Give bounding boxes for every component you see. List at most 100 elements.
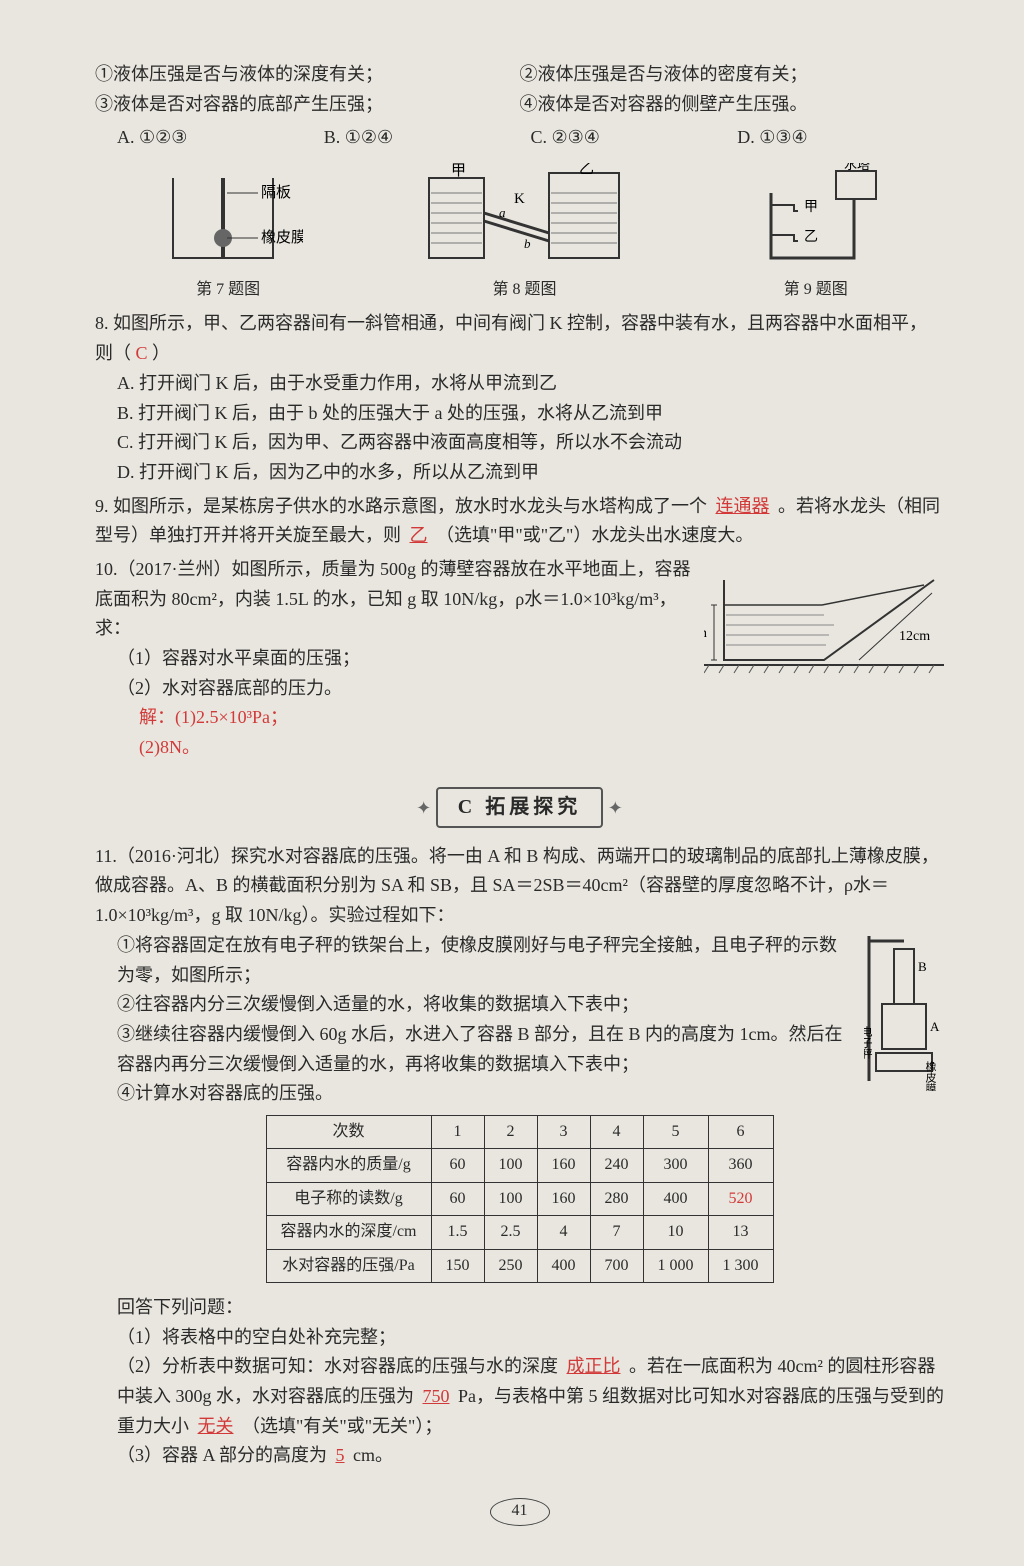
svg-text:隔板: 隔板 xyxy=(261,183,291,201)
q11-step3: ③继续往容器内缓慢倒入 60g 水后，水进入了容器 B 部分，且在 B 内的高度… xyxy=(117,1020,944,1079)
q9-ans1: 连通器 xyxy=(712,496,774,516)
q7-statements: ①液体压强是否与液体的深度有关； ②液体压强是否与液体的密度有关； ③液体是否对… xyxy=(95,60,944,119)
q11-stem: 11.（2016·河北）探究水对容器底的压强。将一由 A 和 B 构成、两端开口… xyxy=(95,842,944,931)
cell: 13 xyxy=(708,1216,773,1249)
figure-8: 甲 乙 K a b 第 8 题图 xyxy=(419,163,629,303)
cell: 400 xyxy=(537,1249,590,1282)
row1-label: 电子称的读数/g xyxy=(266,1182,431,1215)
cell: 150 xyxy=(431,1249,484,1282)
svg-text:橡皮膜: 橡皮膜 xyxy=(261,229,303,246)
q11-figure: B A 电子秤 橡皮膜 xyxy=(864,931,944,1101)
q8-stem-end: ） xyxy=(152,343,170,363)
q11-step1: ①将容器固定在放有电子秤的铁架台上，使橡皮膜刚好与电子秤完全接触，且电子秤的示数… xyxy=(117,931,944,990)
figure-7: 隔板 橡皮膜 第 7 题图 xyxy=(153,163,303,303)
q8-opt-a: A. 打开阀门 K 后，由于水受重力作用，水将从甲流到乙 xyxy=(117,369,944,399)
q11-sq3a: （3）容器 A 部分的高度为 xyxy=(117,1445,327,1465)
q10-solution: 解：(1)2.5×10³Pa； xyxy=(139,703,944,733)
cell: 240 xyxy=(590,1149,643,1182)
q8-opt-b: B. 打开阀门 K 后，由于 b 处的压强大于 a 处的压强，水将从乙流到甲 xyxy=(117,399,944,429)
th-0: 次数 xyxy=(266,1115,431,1148)
svg-text:电子秤: 电子秤 xyxy=(864,1026,873,1060)
cell: 7 xyxy=(590,1216,643,1249)
q11-followup: 回答下列问题： xyxy=(117,1293,944,1323)
q10-sol1: (1)2.5×10³Pa； xyxy=(175,707,288,727)
q7-opt-b: B. ①②④ xyxy=(324,123,531,153)
q11-sq3b: cm。 xyxy=(353,1445,393,1465)
page-number-value: 41 xyxy=(490,1498,550,1526)
fig8-label: 第 8 题图 xyxy=(492,277,556,303)
question-8: 8. 如图所示，甲、乙两容器间有一斜管相通，中间有阀门 K 控制，容器中装有水，… xyxy=(95,309,944,487)
q10-figure: 10cm 12cm xyxy=(704,555,944,695)
q7-opt-c: C. ②③④ xyxy=(531,123,738,153)
th-5: 5 xyxy=(643,1115,708,1148)
q7-line-1: ①液体压强是否与液体的深度有关； xyxy=(95,60,520,90)
fig7-label: 第 7 题图 xyxy=(196,277,260,303)
th-4: 4 xyxy=(590,1115,643,1148)
cell: 400 xyxy=(643,1182,708,1215)
cell: 100 xyxy=(484,1149,537,1182)
cell: 10 xyxy=(643,1216,708,1249)
svg-text:K: K xyxy=(514,191,525,207)
q11-step2: ②往容器内分三次缓慢倒入适量的水，将收集的数据填入下表中； xyxy=(117,990,944,1020)
svg-text:甲: 甲 xyxy=(451,163,466,179)
svg-text:10cm: 10cm xyxy=(704,626,707,641)
section-c-header: ✦ C 拓展探究 ✦ xyxy=(95,787,944,828)
cell: 300 xyxy=(643,1149,708,1182)
th-1: 1 xyxy=(431,1115,484,1148)
cell: 1.5 xyxy=(431,1216,484,1249)
q9-p1: 9. 如图所示，是某栋房子供水的水路示意图，放水时水龙头与水塔构成了一个 xyxy=(95,496,707,516)
table-row: 电子称的读数/g 60 100 160 280 400 520 xyxy=(266,1182,773,1215)
cell: 100 xyxy=(484,1182,537,1215)
cell: 60 xyxy=(431,1149,484,1182)
q7-line-4: ④液体是否对容器的侧壁产生压强。 xyxy=(520,90,945,120)
q8-opt-c: C. 打开阀门 K 后，因为甲、乙两容器中液面高度相等，所以水不会流动 xyxy=(117,428,944,458)
cell: 280 xyxy=(590,1182,643,1215)
q8-stem: 8. 如图所示，甲、乙两容器间有一斜管相通，中间有阀门 K 控制，容器中装有水，… xyxy=(95,313,927,363)
table-header-row: 次数 1 2 3 4 5 6 xyxy=(266,1115,773,1148)
svg-text:B: B xyxy=(918,959,927,974)
q7-opt-d: D. ①③④ xyxy=(737,123,944,153)
q9-p3: （选填"甲"或"乙"）水龙头出水速度大。 xyxy=(436,525,753,545)
q10-sol-label: 解： xyxy=(139,707,175,727)
question-9: 9. 如图所示，是某栋房子供水的水路示意图，放水时水龙头与水塔构成了一个 连通器… xyxy=(95,492,944,551)
q11-sq3: （3）容器 A 部分的高度为 5 cm。 xyxy=(117,1441,944,1471)
cell: 2.5 xyxy=(484,1216,537,1249)
th-3: 3 xyxy=(537,1115,590,1148)
q11-sq2d: （选填"有关"或"无关"）； xyxy=(242,1416,442,1436)
svg-text:水塔: 水塔 xyxy=(844,163,870,172)
question-11: 11.（2016·河北）探究水对容器底的压强。将一由 A 和 B 构成、两端开口… xyxy=(95,842,944,1471)
q11-sq1: （1）将表格中的空白处补充完整； xyxy=(117,1323,944,1353)
cell-answer: 520 xyxy=(708,1182,773,1215)
q11-sq2-ans2: 750 xyxy=(419,1386,454,1406)
q11-sq2-ans1: 成正比 xyxy=(563,1356,625,1376)
question-10: 10cm 12cm 10.（2017·兰州）如图所示，质量为 500g 的薄壁容… xyxy=(95,555,944,763)
th-6: 6 xyxy=(708,1115,773,1148)
svg-text:乙: 乙 xyxy=(579,163,594,177)
q11-step4: ④计算水对容器底的压强。 xyxy=(117,1079,944,1109)
section-c-title: C 拓展探究 xyxy=(436,787,603,828)
q7-opt-a: A. ①②③ xyxy=(117,123,324,153)
q9-ans2: 乙 xyxy=(406,525,432,545)
q11-sq2: （2）分析表中数据可知：水对容器底的压强与水的深度 成正比 。若在一底面积为 4… xyxy=(117,1352,944,1441)
row0-label: 容器内水的质量/g xyxy=(266,1149,431,1182)
q11-sq2a: （2）分析表中数据可知：水对容器底的压强与水的深度 xyxy=(117,1356,558,1376)
star-right-icon: ✦ xyxy=(608,798,623,818)
cell: 250 xyxy=(484,1249,537,1282)
cell: 60 xyxy=(431,1182,484,1215)
star-left-icon: ✦ xyxy=(416,798,431,818)
page-number: 41 xyxy=(95,1495,944,1526)
table-row: 容器内水的深度/cm 1.5 2.5 4 7 10 13 xyxy=(266,1216,773,1249)
cell: 1 000 xyxy=(643,1249,708,1282)
cell: 160 xyxy=(537,1149,590,1182)
svg-text:b: b xyxy=(524,236,531,251)
figure-9: 水塔 甲 乙 第 9 题图 xyxy=(746,163,886,303)
q11-sq3-ans: 5 xyxy=(332,1445,349,1465)
q8-answer: C xyxy=(136,343,148,363)
row2-label: 容器内水的深度/cm xyxy=(266,1216,431,1249)
svg-text:乙: 乙 xyxy=(804,229,818,245)
q11-table: 次数 1 2 3 4 5 6 容器内水的质量/g 60 100 160 240 … xyxy=(266,1115,774,1283)
svg-text:a: a xyxy=(499,205,506,220)
q10-sol2: (2)8N。 xyxy=(139,733,944,763)
svg-text:橡皮膜: 橡皮膜 xyxy=(924,1061,937,1091)
table-row: 水对容器的压强/Pa 150 250 400 700 1 000 1 300 xyxy=(266,1249,773,1282)
